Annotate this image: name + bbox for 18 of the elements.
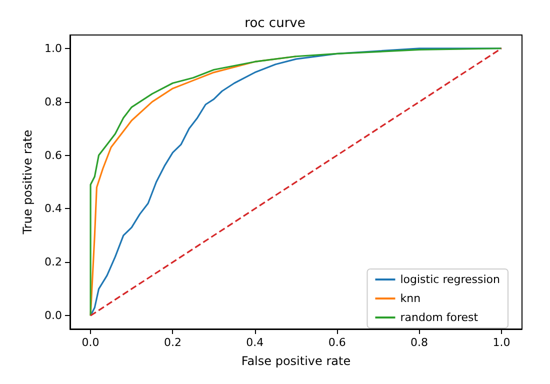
chart-title: roc curve	[244, 16, 306, 31]
y-tick-label: 0.0	[44, 309, 62, 322]
x-tick-label: 1.0	[492, 336, 510, 349]
x-tick-label: 0.4	[246, 336, 264, 349]
legend-label: knn	[400, 292, 421, 305]
x-axis-title: False positive rate	[241, 354, 351, 368]
x-tick-label: 0.6	[328, 336, 346, 349]
y-axis-title: True positive rate	[20, 130, 35, 236]
legend-label: random forest	[400, 311, 479, 324]
x-tick-label: 0.2	[164, 336, 182, 349]
y-tick-label: 0.6	[44, 148, 62, 162]
y-tick-label: 0.4	[44, 202, 62, 216]
x-tick-label: 0.0	[82, 336, 100, 349]
legend-label: logistic regression	[400, 273, 500, 286]
y-tick-label: 1.0	[44, 42, 62, 55]
x-tick-label: 0.8	[410, 336, 428, 349]
y-tick-label: 0.8	[44, 95, 62, 108]
y-tick-label: 0.2	[44, 256, 62, 269]
